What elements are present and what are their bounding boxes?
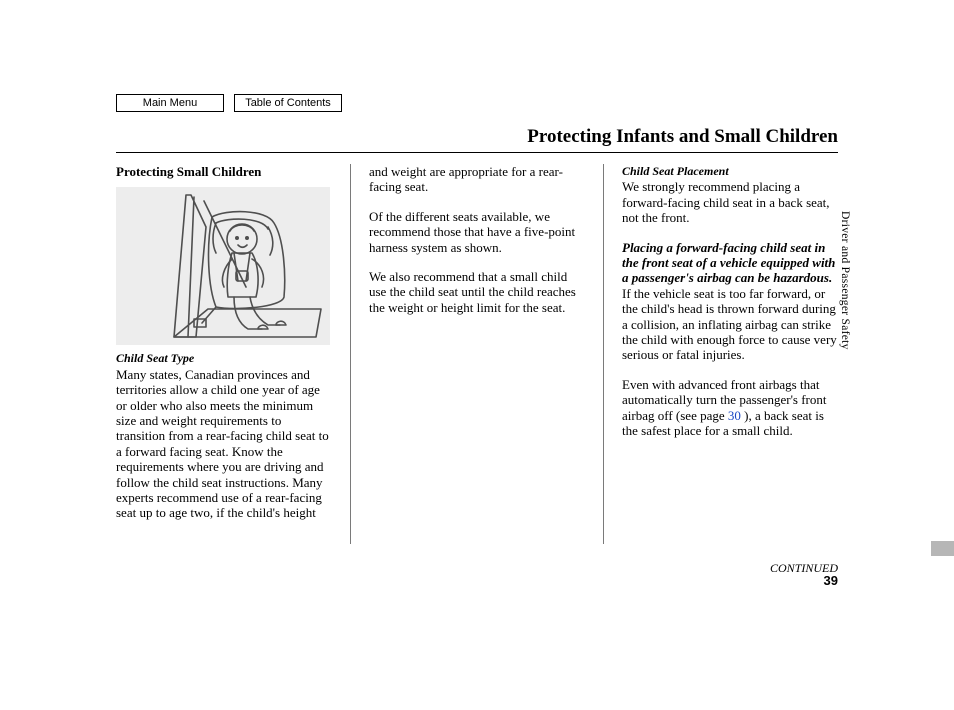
column-separator-1 — [350, 164, 351, 544]
column-2: and weight are appropriate for a rear-fa… — [369, 164, 585, 544]
col3-warning-paragraph: Placing a forward-facing child seat in t… — [622, 240, 838, 363]
page-number: 39 — [824, 573, 838, 588]
table-of-contents-button[interactable]: Table of Contents — [234, 94, 342, 112]
page-reference-link[interactable]: 30 — [728, 408, 741, 423]
section-heading: Protecting Small Children — [116, 164, 332, 179]
title-rule — [116, 152, 838, 153]
child-seat-placement-subhead: Child Seat Placement — [622, 164, 838, 179]
child-seat-type-subhead: Child Seat Type — [116, 351, 332, 366]
col2-paragraph-3: We also recommend that a small child use… — [369, 269, 585, 315]
thumb-tab-stub — [931, 541, 954, 556]
child-seat-illustration — [116, 187, 330, 345]
col2-paragraph-1: and weight are appropriate for a rear-fa… — [369, 164, 585, 195]
manual-page: Main Menu Table of Contents Protecting I… — [0, 0, 954, 710]
content-columns: Protecting Small Children — [116, 164, 838, 544]
section-side-tab: Driver and Passenger Safety — [839, 211, 851, 350]
warning-emphasis: Placing a forward-facing child seat in t… — [622, 240, 835, 286]
column-1: Protecting Small Children — [116, 164, 332, 544]
col2-paragraph-2: Of the different seats available, we rec… — [369, 209, 585, 255]
nav-button-row: Main Menu Table of Contents — [116, 94, 342, 112]
column-3: Child Seat Placement We strongly recomme… — [622, 164, 838, 544]
main-menu-button[interactable]: Main Menu — [116, 94, 224, 112]
warning-remainder: If the vehicle seat is too far forward, … — [622, 286, 837, 363]
child-seat-svg — [116, 187, 330, 345]
page-title: Protecting Infants and Small Children — [527, 126, 838, 148]
column-separator-2 — [603, 164, 604, 544]
col3-paragraph-3: Even with advanced front airbags that au… — [622, 377, 838, 439]
col1-paragraph-1: Many states, Canadian provinces and terr… — [116, 367, 332, 521]
col3-paragraph-1: We strongly recommend placing a forward-… — [622, 179, 838, 225]
